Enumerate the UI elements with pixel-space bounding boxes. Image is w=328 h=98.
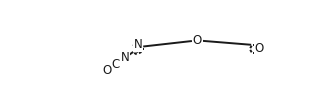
Text: C: C xyxy=(112,58,120,71)
Text: O: O xyxy=(255,43,264,55)
Text: O: O xyxy=(193,34,202,47)
Text: N: N xyxy=(120,51,129,64)
Text: N: N xyxy=(134,38,142,51)
Text: O: O xyxy=(102,64,111,77)
